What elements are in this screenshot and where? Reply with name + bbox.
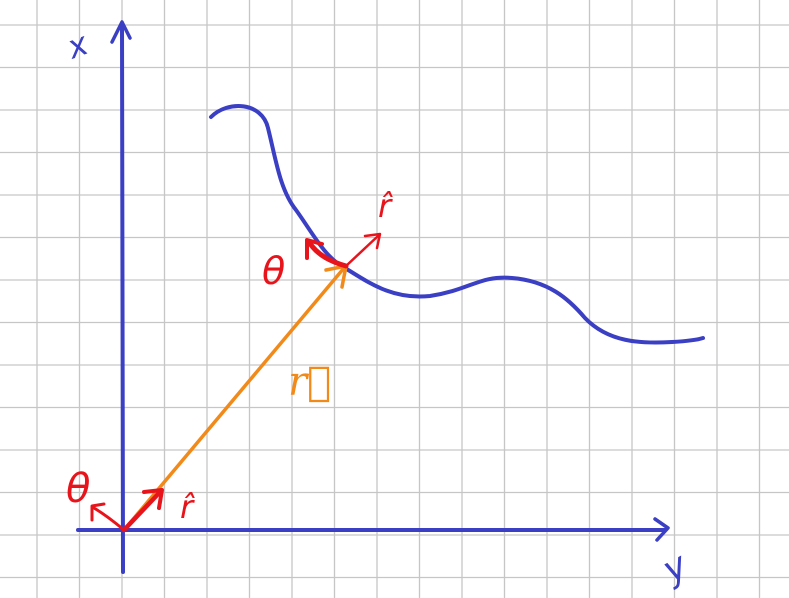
point-unit-vectors	[305, 232, 382, 269]
position-vector-label: r⃗	[288, 359, 331, 405]
axes	[76, 20, 670, 574]
horizontal-axis-arrowhead	[653, 517, 670, 542]
r-hat-point-arrow	[344, 234, 380, 268]
origin-unit-vectors	[90, 488, 164, 533]
r-hat-origin-label: r̂	[180, 488, 195, 526]
trajectory-curve	[209, 104, 705, 345]
r-hat-origin-arrowhead	[142, 488, 164, 510]
theta-hat-point-arrowhead	[305, 238, 324, 260]
theta-hat-origin-arrowhead	[90, 502, 106, 522]
theta-origin-label: θ	[66, 466, 90, 512]
theta-hat-point-arrow	[306, 239, 349, 269]
theta-point-label: θ	[262, 249, 285, 293]
theta-hat-origin-arrow	[92, 506, 126, 532]
vertical-axis	[120, 23, 125, 574]
r-hat-point-label: r̂	[378, 187, 393, 225]
y-axis-label: y	[655, 545, 695, 592]
position-vector-shaft	[122, 266, 346, 532]
x-axis-label: x	[61, 24, 94, 67]
vertical-axis-arrowhead	[110, 20, 132, 44]
r-hat-point-arrowhead	[363, 232, 382, 250]
r-hat-origin-arrow	[121, 489, 163, 533]
